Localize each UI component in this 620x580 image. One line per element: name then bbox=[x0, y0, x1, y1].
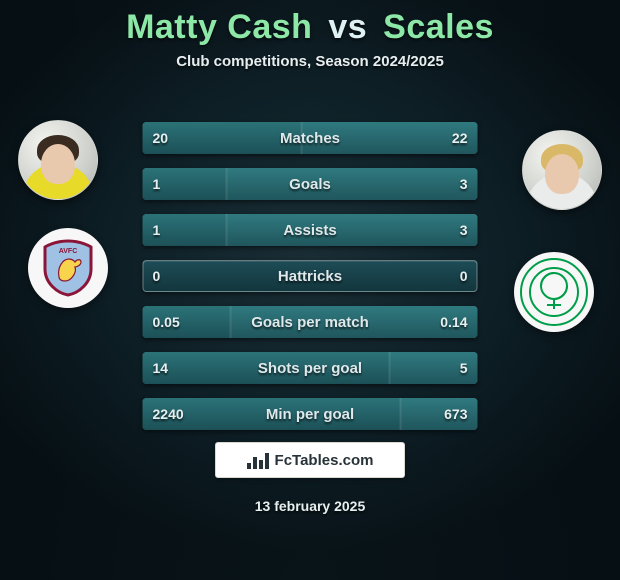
stat-label: Hattricks bbox=[143, 260, 478, 292]
player1-head bbox=[41, 144, 75, 184]
stat-row: 13Assists bbox=[143, 214, 478, 246]
stat-label: Goals bbox=[143, 168, 478, 200]
stat-row: 13Goals bbox=[143, 168, 478, 200]
player2-avatar bbox=[522, 130, 602, 210]
player1-club-crest: AVFC bbox=[28, 228, 108, 308]
player2-name: Scales bbox=[383, 8, 494, 46]
bar-chart-icon bbox=[247, 451, 269, 469]
comparison-title: Matty Cash vs Scales bbox=[0, 0, 620, 47]
stat-row: 2022Matches bbox=[143, 122, 478, 154]
stat-row: 145Shots per goal bbox=[143, 352, 478, 384]
crest-text: AVFC bbox=[59, 248, 78, 255]
player2-head bbox=[545, 154, 579, 194]
aston-villa-crest-icon: AVFC bbox=[37, 237, 99, 299]
player1-name: Matty Cash bbox=[126, 8, 312, 46]
stat-row: 0.050.14Goals per match bbox=[143, 306, 478, 338]
subtitle: Club competitions, Season 2024/2025 bbox=[0, 53, 620, 70]
footer-brand-box[interactable]: FcTables.com bbox=[215, 442, 405, 478]
stat-label: Shots per goal bbox=[143, 352, 478, 384]
stat-label: Min per goal bbox=[143, 398, 478, 430]
date-text: 13 february 2025 bbox=[255, 498, 366, 514]
celtic-crest-icon bbox=[519, 257, 589, 327]
stat-label: Assists bbox=[143, 214, 478, 246]
stat-label: Matches bbox=[143, 122, 478, 154]
stat-row: 00Hattricks bbox=[143, 260, 478, 292]
player1-avatar bbox=[18, 120, 98, 200]
stats-rows: 2022Matches 13Goals 13Assists 00Hattricks 0.… bbox=[143, 122, 478, 430]
stat-row: 2240673Min per goal bbox=[143, 398, 478, 430]
vs-label: vs bbox=[322, 8, 373, 46]
player2-club-crest bbox=[514, 252, 594, 332]
footer-brand-text: FcTables.com bbox=[275, 452, 374, 469]
stat-label: Goals per match bbox=[143, 306, 478, 338]
